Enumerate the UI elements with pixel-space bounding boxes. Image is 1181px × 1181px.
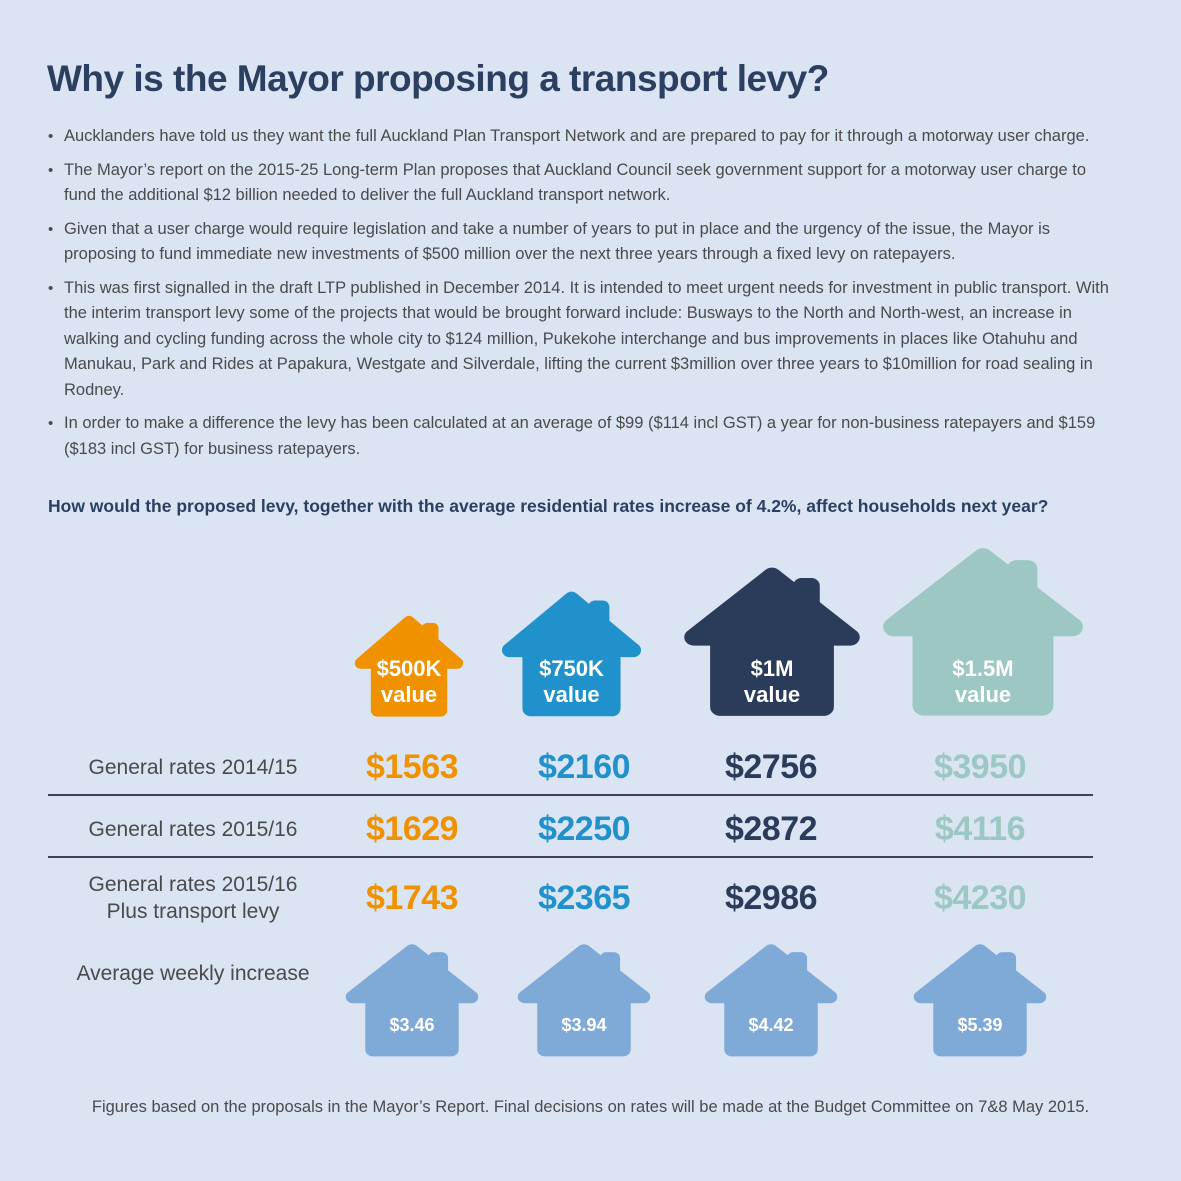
house-value-label: $1M value [678, 656, 866, 708]
rate-value: $2365 [537, 878, 631, 917]
house-icon [345, 944, 479, 1057]
house-price-sub: value [543, 682, 600, 707]
rate-value: $1629 [365, 809, 459, 848]
house-value-label: $750K value [497, 656, 646, 708]
row-label: General rates 2015/16 [40, 802, 346, 856]
rate-value: $1563 [365, 747, 459, 786]
bullet-icon: • [48, 415, 54, 432]
house-icon [684, 567, 860, 716]
house-icon [354, 615, 464, 717]
rate-value: $1743 [365, 878, 459, 917]
bullet-item: • This was first signalled in the draft … [48, 276, 1120, 404]
rate-value: $4230 [933, 878, 1027, 917]
row-label: General rates 2014/15 [40, 740, 346, 794]
house-price: $1.5M [952, 656, 1014, 681]
house-price-sub: value [743, 682, 801, 707]
weekly-house: $3.94 [513, 940, 655, 1058]
house-500k: $500K value [351, 612, 467, 718]
bullet-icon: • [48, 161, 54, 179]
bullet-item: • Aucklanders have told us they want the… [48, 124, 1120, 150]
bullet-icon: • [48, 128, 54, 145]
house-price-sub: value [380, 682, 438, 707]
rate-value: $2160 [537, 747, 631, 786]
weekly-row-label: Average weekly increase [76, 962, 310, 985]
house-icon [913, 944, 1047, 1057]
row-divider [48, 856, 1093, 858]
rate-value: $2986 [724, 878, 818, 917]
table-row: General rates 2015/16 $1629 $2250 $2872 … [0, 802, 1181, 856]
house-price: $500K [376, 656, 442, 681]
house-price-sub: value [954, 682, 1012, 707]
question-heading: How would the proposed levy, together wi… [48, 496, 1049, 516]
bullet-text: In order to make a difference the levy h… [64, 414, 1096, 458]
row-divider [48, 794, 1093, 796]
bullet-text: This was first signalled in the draft LT… [64, 278, 1109, 399]
house-icon [517, 944, 651, 1057]
house-750k: $750K value [497, 587, 646, 718]
rate-value: $4116 [934, 809, 1026, 848]
rate-value: $2872 [724, 809, 818, 848]
house-icon [883, 548, 1083, 716]
rate-value: $2250 [537, 809, 631, 848]
house-1-5m: $1.5M value [876, 542, 1090, 718]
bullet-item: • In order to make a difference the levy… [48, 411, 1120, 462]
house-header-row: $500K value $750K value [0, 540, 1181, 718]
table-row: General rates 2014/15 $1563 $2160 $2756 … [0, 740, 1181, 794]
weekly-increase-row: Average weekly increase $3.46 $3.94 [0, 940, 1181, 1058]
house-price: $1M [750, 656, 794, 681]
row-label-text: General rates 2015/16 [88, 873, 298, 896]
house-value-label: $500K value [351, 656, 467, 708]
weekly-house: $5.39 [909, 940, 1051, 1058]
row-label: General rates 2015/16 Plus transport lev… [40, 860, 346, 936]
house-value-label: $1.5M value [876, 656, 1090, 708]
row-label-text: General rates 2014/15 [88, 755, 298, 779]
bullet-text: Given that a user charge would require l… [64, 219, 1050, 264]
footer-note: Figures based on the proposals in the Ma… [91, 1098, 1090, 1116]
weekly-value: $3.46 [389, 1015, 435, 1035]
bullet-item: • The Mayor’s report on the 2015-25 Long… [48, 158, 1120, 209]
bullet-icon: • [48, 220, 54, 238]
house-price: $750K [539, 656, 604, 681]
row-label-text: Plus transport levy [106, 900, 280, 923]
rate-value: $2756 [724, 747, 818, 786]
bullet-icon: • [48, 279, 54, 297]
weekly-value: $4.42 [748, 1015, 794, 1035]
house-icon [501, 591, 642, 717]
table-row: General rates 2015/16 Plus transport lev… [0, 860, 1181, 936]
page-title: Why is the Mayor proposing a transport l… [47, 58, 829, 99]
row-label-text: General rates 2015/16 [88, 817, 298, 841]
house-1m: $1M value [678, 562, 866, 718]
house-icon [704, 944, 838, 1057]
bullet-item: • Given that a user charge would require… [48, 217, 1120, 268]
weekly-value: $5.39 [957, 1015, 1003, 1035]
weekly-house: $4.42 [700, 940, 842, 1058]
bullet-list: • Aucklanders have told us they want the… [48, 124, 1120, 492]
rate-value: $3950 [933, 747, 1027, 786]
weekly-house: $3.46 [341, 940, 483, 1058]
bullet-text: The Mayor’s report on the 2015-25 Long-t… [64, 160, 1087, 205]
bullet-text: Aucklanders have told us they want the f… [64, 127, 1090, 145]
weekly-value: $3.94 [561, 1015, 607, 1035]
